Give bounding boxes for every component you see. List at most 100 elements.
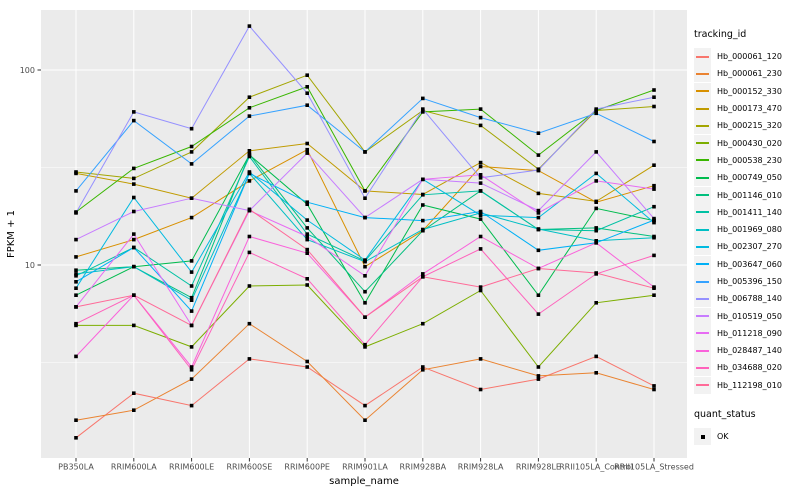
data-point bbox=[594, 371, 598, 375]
data-point bbox=[74, 211, 78, 215]
data-point bbox=[478, 213, 483, 217]
x-tick-label: RRIM600PE bbox=[284, 463, 330, 472]
legend-item-label: Hb_003647_060 bbox=[717, 259, 782, 269]
data-point bbox=[536, 227, 541, 231]
legend-key-swatch bbox=[694, 290, 711, 308]
legend-line-icon bbox=[696, 315, 709, 318]
data-point bbox=[594, 228, 598, 233]
data-point bbox=[305, 251, 309, 255]
legend-key-swatch bbox=[694, 324, 711, 342]
data-point bbox=[189, 162, 194, 166]
legend-title-quant-status: quant_status bbox=[694, 408, 756, 420]
data-point bbox=[74, 354, 78, 359]
x-tick-label: RRIM600LA bbox=[111, 463, 157, 472]
legend-line-icon bbox=[696, 124, 709, 127]
data-point bbox=[363, 301, 367, 305]
legend-item-Hb_028487_140: Hb_028487_140 bbox=[694, 342, 798, 360]
legend-item-label: Hb_001411_140 bbox=[717, 207, 782, 217]
data-point bbox=[305, 365, 309, 369]
data-point bbox=[594, 301, 598, 305]
data-point bbox=[478, 123, 483, 128]
legend-line-icon bbox=[696, 176, 709, 179]
x-tick-label: RRIM600SE bbox=[227, 463, 273, 472]
data-point bbox=[594, 226, 598, 230]
data-point bbox=[652, 104, 656, 109]
legend-item-label: Hb_000215_320 bbox=[717, 121, 782, 131]
legend-line-icon bbox=[696, 228, 709, 231]
data-point bbox=[305, 247, 309, 252]
data-point bbox=[536, 365, 541, 369]
data-point bbox=[594, 241, 598, 245]
data-point bbox=[132, 176, 136, 181]
data-point bbox=[132, 195, 136, 200]
data-point bbox=[305, 283, 309, 287]
data-point bbox=[132, 293, 136, 297]
data-point bbox=[305, 73, 309, 77]
x-tick-label: RRIM928LE bbox=[516, 463, 561, 472]
data-point bbox=[421, 272, 425, 276]
data-point bbox=[189, 345, 194, 349]
data-point bbox=[247, 106, 252, 110]
data-point bbox=[478, 234, 483, 239]
data-point bbox=[189, 196, 194, 200]
data-point bbox=[478, 164, 483, 169]
data-point bbox=[305, 277, 309, 281]
legend-item-Hb_034688_020: Hb_034688_020 bbox=[694, 359, 798, 377]
legend-item-Hb_001146_010: Hb_001146_010 bbox=[694, 186, 798, 204]
x-tick-label: PB350LA bbox=[58, 463, 94, 472]
data-point bbox=[594, 111, 598, 116]
data-point bbox=[189, 368, 194, 372]
data-point bbox=[189, 215, 194, 220]
data-point bbox=[305, 103, 309, 107]
data-point bbox=[189, 284, 194, 288]
data-point bbox=[189, 259, 194, 263]
legend-line-icon bbox=[696, 142, 709, 145]
legend-series-items: Hb_000061_120 Hb_000061_230 Hb_000152_330 H… bbox=[694, 48, 798, 394]
data-point bbox=[363, 342, 367, 347]
legend-line-icon bbox=[696, 349, 709, 352]
data-point bbox=[421, 96, 425, 101]
data-point bbox=[189, 126, 194, 131]
black-square-point-icon bbox=[700, 434, 705, 439]
data-point bbox=[305, 359, 309, 364]
data-point bbox=[536, 153, 541, 157]
data-point bbox=[594, 271, 598, 275]
data-point bbox=[74, 274, 78, 278]
data-point bbox=[421, 110, 425, 114]
data-point bbox=[652, 163, 656, 167]
legend-line-icon bbox=[696, 55, 709, 58]
data-point bbox=[421, 193, 425, 197]
data-point bbox=[536, 168, 541, 172]
data-point bbox=[74, 280, 78, 284]
data-point bbox=[247, 114, 252, 118]
data-point bbox=[305, 237, 309, 242]
data-point bbox=[478, 115, 483, 120]
data-point bbox=[536, 266, 541, 271]
data-point bbox=[421, 275, 425, 279]
data-point bbox=[536, 312, 541, 316]
data-point bbox=[132, 408, 136, 412]
data-point bbox=[74, 255, 78, 259]
legend-key-swatch bbox=[694, 100, 711, 118]
data-point bbox=[74, 321, 78, 326]
data-point bbox=[305, 218, 309, 222]
data-point bbox=[189, 377, 194, 381]
legend-item-Hb_003647_060: Hb_003647_060 bbox=[694, 255, 798, 273]
data-point bbox=[421, 203, 425, 207]
legend-key-swatch bbox=[694, 169, 711, 187]
data-point bbox=[363, 315, 367, 319]
y-axis-title: FPKM + 1 bbox=[6, 210, 17, 258]
data-point bbox=[652, 88, 656, 92]
data-point bbox=[652, 286, 656, 290]
legend-key-swatch bbox=[694, 238, 711, 256]
data-point bbox=[594, 239, 598, 243]
legend-key-swatch bbox=[694, 134, 711, 152]
legend-item-label: Hb_000538_230 bbox=[717, 155, 782, 165]
data-point bbox=[652, 293, 656, 297]
legend-item-Hb_006788_140: Hb_006788_140 bbox=[694, 290, 798, 308]
data-point bbox=[247, 24, 252, 28]
data-point bbox=[189, 295, 194, 300]
data-point bbox=[305, 151, 309, 155]
